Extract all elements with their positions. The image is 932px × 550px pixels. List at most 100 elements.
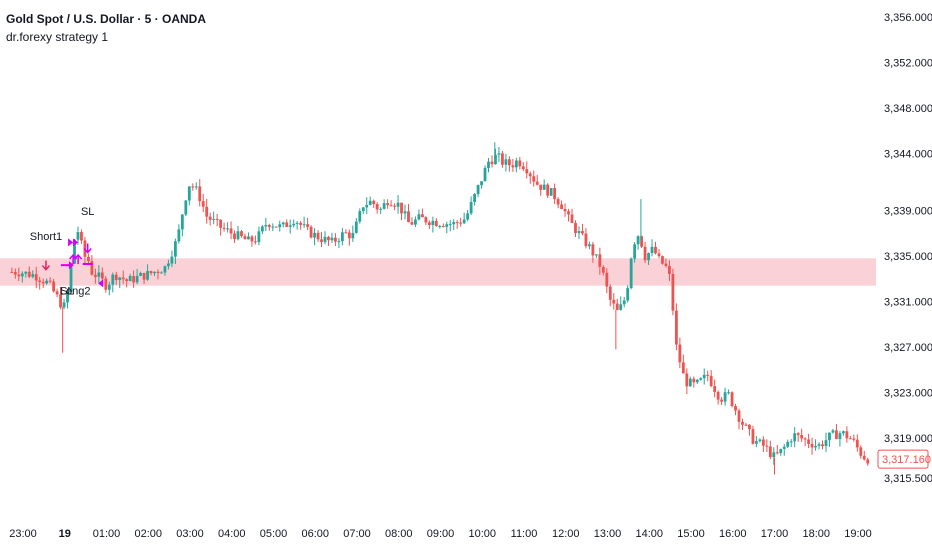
candle-body <box>90 261 94 275</box>
candle-body <box>681 362 685 374</box>
candle-body <box>845 431 849 439</box>
candle <box>800 428 804 442</box>
candle <box>462 212 466 225</box>
candle-body <box>87 256 90 262</box>
candle-body <box>393 205 396 207</box>
time-tick-label: 16:00 <box>719 528 747 540</box>
candle-body <box>786 441 790 447</box>
candle <box>118 276 122 288</box>
candle-body <box>316 232 320 240</box>
candle-body <box>309 226 313 238</box>
candle-body <box>396 202 400 207</box>
candle <box>654 241 657 255</box>
candle <box>852 434 856 442</box>
candle <box>424 216 428 225</box>
candle-body <box>716 391 720 400</box>
candle-body <box>626 288 630 301</box>
candle <box>170 250 174 268</box>
candle <box>448 220 452 232</box>
candle-body <box>17 274 21 277</box>
candle <box>629 257 633 290</box>
candle <box>553 183 557 204</box>
candle-body <box>619 304 623 310</box>
candle <box>838 430 842 447</box>
price-tick-label: 3,352.000 <box>884 58 932 70</box>
candle-body <box>643 246 647 261</box>
candle <box>323 231 327 245</box>
candle-body <box>288 225 292 227</box>
candle-body <box>591 244 595 256</box>
candle-body <box>313 232 316 238</box>
candle-body <box>274 226 278 228</box>
candle <box>678 337 682 369</box>
candle <box>243 233 247 240</box>
candle-body <box>382 203 386 209</box>
candle-body <box>751 429 755 444</box>
candle <box>173 238 177 265</box>
candle <box>584 228 588 249</box>
candle <box>761 436 765 453</box>
candle <box>281 221 285 228</box>
candle <box>560 200 563 210</box>
candle-body <box>62 302 66 308</box>
candle <box>250 235 254 247</box>
candle-body <box>661 256 664 264</box>
candle-body <box>184 200 188 215</box>
candle <box>796 432 800 442</box>
candle <box>814 439 817 451</box>
candle <box>692 376 696 388</box>
candle-body <box>713 386 717 392</box>
candle-body <box>772 452 776 458</box>
candle-body <box>598 254 602 267</box>
candle-body <box>455 222 459 224</box>
candle-body <box>299 222 303 225</box>
candle-body <box>494 154 497 165</box>
candle-body <box>657 253 661 257</box>
candle <box>775 444 779 455</box>
candle-body <box>654 246 657 254</box>
price-tick-label: 3,319.000 <box>884 433 932 445</box>
candle <box>734 403 737 416</box>
candle <box>205 199 209 224</box>
candle <box>187 186 191 206</box>
candle <box>702 368 706 385</box>
time-tick-label: 02:00 <box>134 528 162 540</box>
candle <box>612 293 616 310</box>
candle <box>581 223 584 236</box>
candle <box>201 193 205 213</box>
time-tick-label: 23:00 <box>9 528 37 540</box>
candle <box>285 219 289 228</box>
candle-body <box>441 226 445 228</box>
price-axis[interactable]: 3,356.000 3,352.000 3,348.000 3,344.000 3,33… <box>877 12 932 485</box>
candle-body <box>118 277 122 281</box>
candle-body <box>709 375 713 387</box>
candle-body <box>372 200 376 205</box>
candle-body <box>407 211 410 223</box>
time-tick-label: 19:00 <box>844 528 872 540</box>
time-tick-label: 04:00 <box>218 528 246 540</box>
candle <box>48 277 52 284</box>
candle-body <box>240 231 243 237</box>
candle-body <box>448 224 452 226</box>
candle <box>713 379 717 398</box>
candle <box>709 370 713 388</box>
candle-body <box>104 278 108 290</box>
exit-triangle-marker <box>98 279 104 288</box>
candle <box>309 225 313 239</box>
candle-body <box>584 233 588 247</box>
candle-body <box>748 424 751 430</box>
candle-body <box>247 236 250 240</box>
candle-body <box>723 392 727 402</box>
candle <box>257 226 261 246</box>
candle <box>375 202 379 214</box>
candle <box>194 182 198 190</box>
candle <box>657 249 661 259</box>
candle-body <box>38 280 42 282</box>
candle <box>13 268 17 279</box>
time-axis[interactable]: 23:00 19 01:00 02:00 03:00 04:00 05:00 06:00 07:… <box>9 528 872 540</box>
candle-body <box>831 430 835 433</box>
candle <box>295 220 299 230</box>
candle <box>379 207 383 215</box>
